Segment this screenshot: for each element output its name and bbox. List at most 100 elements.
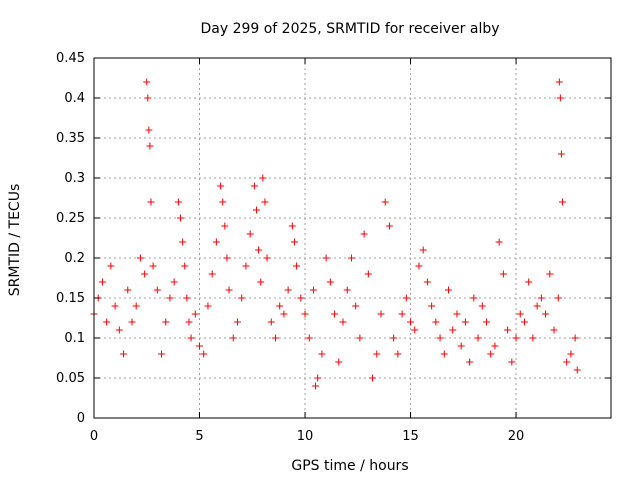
data-point [250,182,258,190]
data-point [103,318,111,326]
data-point [499,270,507,278]
data-point [558,198,566,206]
data-point [537,294,545,302]
data-point [261,198,269,206]
data-point [394,350,402,358]
data-point [187,334,195,342]
data-point [428,302,436,310]
data-point [546,270,554,278]
data-point [520,318,528,326]
x-tick-label: 5 [195,429,203,444]
data-point [461,318,469,326]
grid-layer [94,58,611,418]
data-point [208,270,216,278]
data-point [508,358,516,366]
data-point [466,358,474,366]
data-point [191,310,199,318]
data-point [423,278,431,286]
x-axis-label: GPS time / hours [291,458,408,474]
data-point [223,254,231,262]
data-point [445,286,453,294]
data-point [326,278,334,286]
data-point [255,246,263,254]
data-point [331,310,339,318]
data-point [567,350,575,358]
data-point [183,294,191,302]
data-point [533,302,541,310]
data-point [153,286,161,294]
data-point [225,286,233,294]
data-point [411,326,419,334]
data-point [229,334,237,342]
data-point [259,174,267,182]
data-point [200,350,208,358]
x-tick-label: 20 [508,429,525,444]
data-point [147,198,155,206]
data-point [343,286,351,294]
data-point [132,302,140,310]
y-tick-label: 0.45 [56,51,85,66]
data-point [356,334,364,342]
y-tick-label: 0.1 [64,331,85,346]
y-tick-label: 0.25 [56,211,85,226]
points-layer [90,78,581,390]
data-point [219,198,227,206]
y-axis-ticks: 0 0.05 0.1 0.15 0.2 0.25 0.3 0.35 0.4 0.45 [56,51,611,426]
data-point [571,334,579,342]
data-point [398,310,406,318]
data-point [550,326,558,334]
data-point [491,342,499,350]
data-point [381,198,389,206]
data-point [369,374,377,382]
data-point [364,270,372,278]
data-point [284,286,292,294]
data-point [516,310,524,318]
data-point [390,334,398,342]
data-point [257,278,265,286]
data-point [440,350,448,358]
data-point [309,286,317,294]
data-point [478,302,486,310]
data-point [487,350,495,358]
data-point [290,238,298,246]
data-point [457,342,465,350]
data-point [158,350,166,358]
data-point [335,358,343,366]
data-point [529,334,537,342]
data-point [185,318,193,326]
data-point [555,78,563,86]
chart-title: Day 299 of 2025, SRMTID for receiver alb… [200,21,499,37]
data-point [204,302,212,310]
data-point [242,262,250,270]
data-point [385,222,393,230]
data-point [276,302,284,310]
data-point [347,254,355,262]
data-point [402,294,410,302]
data-point [432,318,440,326]
data-point [556,94,564,102]
data-point [297,294,305,302]
data-point [542,310,550,318]
data-point [495,238,503,246]
data-point [280,310,288,318]
data-point [221,222,229,230]
data-point [377,310,385,318]
data-point [181,262,189,270]
data-point [174,198,182,206]
data-point [217,182,225,190]
data-point [512,334,520,342]
data-point [136,254,144,262]
x-tick-label: 0 [90,429,98,444]
data-point [436,334,444,342]
data-point [143,78,151,86]
data-point [98,278,106,286]
y-axis-label: SRMTID / TECUs [7,184,23,297]
data-point [115,326,123,334]
data-point [293,262,301,270]
data-point [196,342,204,350]
y-tick-label: 0.15 [56,291,85,306]
data-point [352,302,360,310]
data-point [111,302,119,310]
y-tick-label: 0.05 [56,371,85,386]
